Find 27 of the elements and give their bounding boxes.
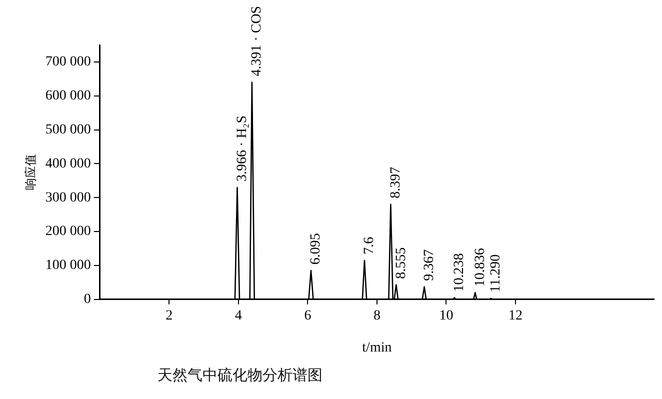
x-tick-label: 4	[234, 308, 242, 324]
x-tick-label: 6	[304, 308, 312, 324]
x-axis-title: t/min	[362, 340, 392, 356]
y-tick-label: 500 000	[45, 122, 91, 138]
y-tick-label: 200 000	[45, 224, 91, 240]
y-tick-label: 600 000	[45, 88, 91, 104]
annotation: 9.367	[422, 249, 437, 281]
annotation: 7.6	[362, 236, 378, 254]
y-tick-label: 0	[84, 292, 91, 308]
annotation: 8.397	[388, 166, 404, 198]
annotation: 10.836	[472, 248, 488, 287]
y-tick-label: 300 000	[45, 190, 91, 206]
x-tick-label: 12	[508, 308, 522, 324]
annotation: 10.238	[452, 253, 468, 292]
annotation: 11.290	[488, 254, 504, 292]
y-tick-label: 100 000	[45, 258, 91, 274]
x-tick-label: 2	[166, 308, 173, 324]
y-tick-label: 700 000	[45, 54, 91, 70]
text: 天然气中硫化物分析谱图	[156, 366, 324, 385]
y-tick-label: 400 000	[45, 156, 91, 172]
annotation: 4.391 · COS	[250, 6, 265, 76]
x-tick-label: 8	[373, 308, 380, 324]
y-axis-title: 响应值	[23, 154, 38, 190]
x-tick-label: 10	[439, 308, 454, 324]
annotation: 3.966 · H₂S	[234, 116, 250, 182]
annotation: 8.555	[394, 247, 409, 279]
annotation: 6.095	[308, 233, 324, 265]
